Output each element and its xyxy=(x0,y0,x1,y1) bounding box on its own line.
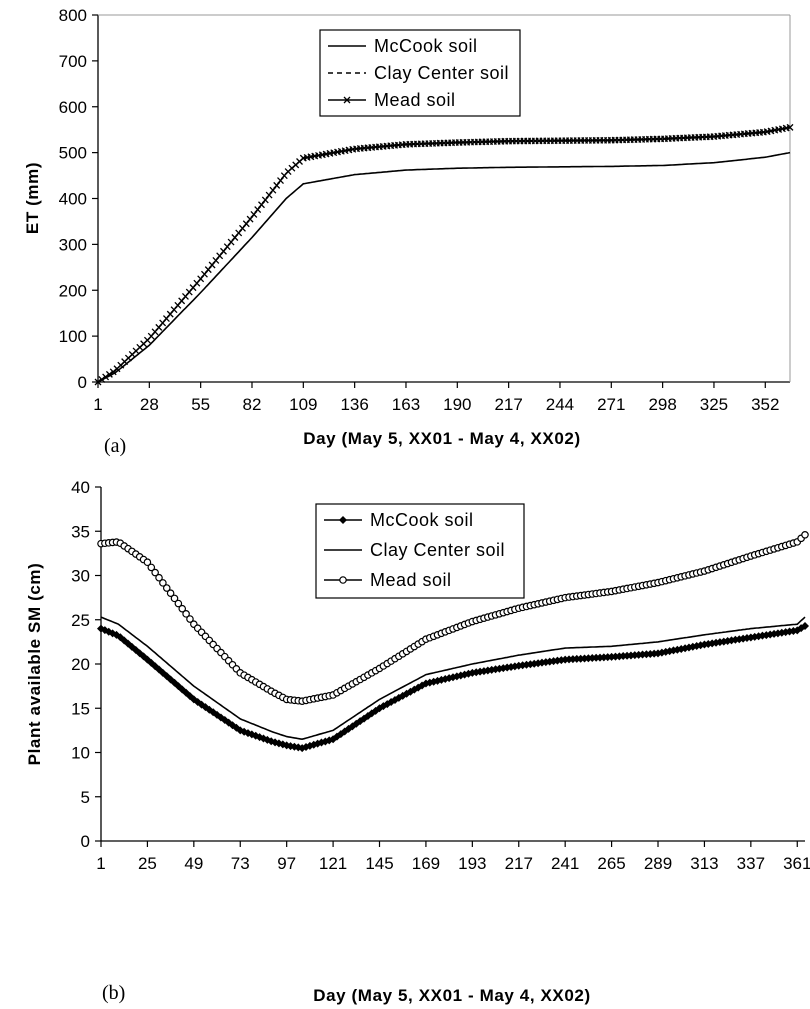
x-tick-label: 55 xyxy=(191,395,210,414)
legend-label: McCook soil xyxy=(374,36,478,56)
data-point xyxy=(250,210,258,218)
x-tick-label: 49 xyxy=(184,854,203,873)
y-tick-label: 35 xyxy=(71,522,90,541)
x-tick-label: 298 xyxy=(648,395,676,414)
x-tick-label: 1 xyxy=(93,395,102,414)
panel-label: (a) xyxy=(104,435,126,457)
data-point xyxy=(273,181,281,189)
legend-label: Mead soil xyxy=(370,570,452,590)
x-tick-label: 97 xyxy=(277,854,296,873)
data-point xyxy=(147,563,156,572)
series-line-mccook-soil xyxy=(97,151,791,383)
data-point xyxy=(143,558,152,567)
y-tick-label: 15 xyxy=(71,699,90,718)
data-point xyxy=(159,579,167,587)
legend-label: Mead soil xyxy=(374,90,456,110)
y-tick-label: 0 xyxy=(78,373,87,392)
legend-marker xyxy=(343,96,351,104)
y-tick-label: 600 xyxy=(59,98,87,117)
x-axis-title: Day (May 5, XX01 - May 4, XX02) xyxy=(313,986,591,1005)
data-point xyxy=(170,594,179,603)
x-tick-label: 313 xyxy=(690,854,718,873)
data-point xyxy=(786,123,794,131)
data-point xyxy=(102,373,110,381)
x-tick-label: 169 xyxy=(412,854,440,873)
x-tick-label: 190 xyxy=(443,395,471,414)
y-tick-label: 500 xyxy=(59,144,87,163)
y-tick-label: 30 xyxy=(71,567,90,586)
legend-label: Clay Center soil xyxy=(374,63,509,83)
data-point xyxy=(269,186,277,194)
data-point xyxy=(174,599,183,608)
x-tick-label: 361 xyxy=(783,854,810,873)
data-point xyxy=(178,604,187,613)
data-point xyxy=(162,584,171,592)
series-line-clay-center-soil xyxy=(97,126,791,383)
data-point xyxy=(261,196,269,204)
x-tick-label: 1 xyxy=(96,854,105,873)
data-point xyxy=(166,589,175,598)
x-tick-label: 271 xyxy=(597,395,625,414)
y-tick-label: 0 xyxy=(81,832,90,851)
x-tick-label: 217 xyxy=(505,854,533,873)
data-point xyxy=(94,378,102,386)
x-tick-label: 265 xyxy=(597,854,625,873)
data-point xyxy=(801,621,809,630)
data-point xyxy=(277,177,284,184)
y-tick-label: 300 xyxy=(59,235,87,254)
x-tick-label: 28 xyxy=(140,395,159,414)
x-tick-label: 121 xyxy=(319,854,347,873)
x-axis-title: Day (May 5, XX01 - May 4, XX02) xyxy=(303,429,581,448)
y-axis-title: Plant available SM (cm) xyxy=(25,563,44,766)
x-tick-label: 193 xyxy=(458,854,486,873)
x-tick-label: 73 xyxy=(231,854,250,873)
data-point xyxy=(105,370,113,378)
data-point xyxy=(254,206,262,214)
panel-label: (b) xyxy=(102,982,125,1004)
y-axis-title: ET (mm) xyxy=(23,162,42,234)
y-tick-label: 40 xyxy=(71,478,90,497)
x-tick-label: 337 xyxy=(737,854,765,873)
data-point xyxy=(186,615,194,623)
x-tick-label: 217 xyxy=(494,395,522,414)
series-line-mead-soil xyxy=(97,126,791,383)
data-point xyxy=(265,191,273,199)
x-tick-label: 289 xyxy=(644,854,672,873)
data-point xyxy=(801,530,809,539)
y-tick-label: 400 xyxy=(59,190,87,209)
legend-marker xyxy=(339,576,347,584)
x-tick-label: 136 xyxy=(340,395,368,414)
x-tick-label: 325 xyxy=(700,395,728,414)
y-tick-label: 200 xyxy=(59,281,87,300)
series-line-clay-center-soil xyxy=(100,616,806,741)
data-point xyxy=(98,375,106,383)
y-tick-label: 20 xyxy=(71,655,90,674)
data-point xyxy=(151,568,159,577)
chart-panel-b: 0 5 10 15 20 25 30 35 40 1 25 49 73 97 121 145 169 193 217… xyxy=(25,478,810,1005)
y-tick-label: 700 xyxy=(59,52,87,71)
x-tick-label: 109 xyxy=(289,395,317,414)
y-tick-label: 800 xyxy=(59,6,87,25)
legend-marker xyxy=(339,516,347,524)
x-tick-label: 145 xyxy=(365,854,393,873)
y-tick-label: 10 xyxy=(71,744,90,763)
legend-label: McCook soil xyxy=(370,510,474,530)
y-tick-label: 25 xyxy=(71,611,90,630)
legend-box xyxy=(319,29,521,117)
chart-panel-a: 0 100 200 300 400 500 600 700 800 1 28 55 82 109 136 16… xyxy=(23,6,794,457)
y-tick-label: 100 xyxy=(59,327,87,346)
x-tick-label: 82 xyxy=(243,395,262,414)
data-point xyxy=(155,573,163,582)
y-tick-label: 5 xyxy=(81,788,90,807)
data-point xyxy=(182,610,190,618)
data-point xyxy=(258,201,265,209)
x-tick-label: 352 xyxy=(751,395,779,414)
x-tick-label: 244 xyxy=(546,395,574,414)
x-tick-label: 241 xyxy=(551,854,579,873)
legend-label: Clay Center soil xyxy=(370,540,505,560)
x-tick-label: 25 xyxy=(138,854,157,873)
x-tick-label: 163 xyxy=(392,395,420,414)
